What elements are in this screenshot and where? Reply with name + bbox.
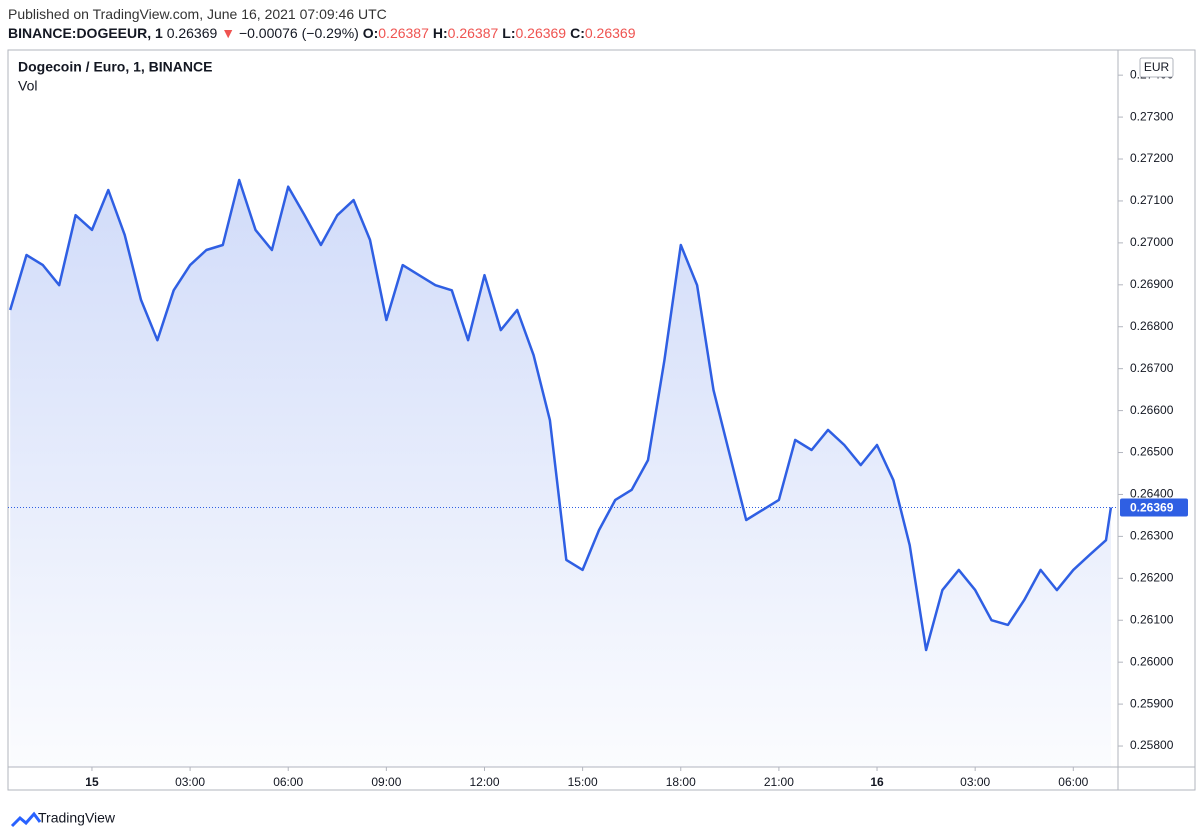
y-tick-label: 0.26200 (1130, 570, 1174, 584)
x-tick-label: 16 (870, 775, 884, 789)
y-tick-label: 0.26500 (1130, 445, 1174, 459)
last: 0.26369 (166, 25, 218, 41)
last-price-label: 0.26369 (1130, 501, 1174, 515)
ohlc: O:0.26387 H:0.26387 L:0.26369 C:0.26369 (363, 25, 640, 41)
price-line (9, 178, 1113, 652)
y-tick-label: 0.26100 (1130, 612, 1174, 626)
y-tick-label: 0.26900 (1130, 277, 1174, 291)
subtitle: Vol (18, 78, 37, 94)
ohlc-label: O: (362, 25, 379, 41)
x-tick-label: 03:00 (175, 775, 205, 789)
y-tick-label: 0.27000 (1130, 235, 1174, 249)
symbol: BINANCE:DOGEEUR, 1 (8, 25, 163, 41)
frame (7, 49, 1196, 791)
x-tick-label: 21:00 (764, 775, 794, 789)
x-tick-label: 12:00 (469, 775, 499, 789)
brand: TradingView (38, 810, 116, 826)
x-tick-label: 03:00 (960, 775, 990, 789)
y-tick-label: 0.25900 (1130, 696, 1174, 710)
ohlc-label: H: (432, 25, 448, 41)
change-arrow: ▼ (221, 25, 236, 41)
published: Published on TradingView.com, June 16, 2… (8, 6, 387, 22)
last-price-box (1120, 498, 1188, 517)
chart-title: Dogecoin / Euro, 1, BINANCE (18, 59, 212, 75)
logo (10, 811, 42, 828)
x-tick-label: 06:00 (273, 775, 303, 789)
y-tick-label: 0.26400 (1130, 487, 1174, 501)
y-tick-label: 0.26700 (1130, 361, 1174, 375)
y-tick-label: 0.27100 (1130, 193, 1174, 207)
ohlc-value: 0.26387 (447, 25, 499, 41)
y-tick-label: 0.26300 (1130, 529, 1174, 543)
ohlc-value: 0.26369 (584, 25, 636, 41)
ohlc-value: 0.26387 (378, 25, 429, 41)
y-tick-label: 0.27200 (1130, 151, 1174, 165)
ohlc-value: 0.26369 (515, 25, 567, 41)
y-tick-label: 0.26800 (1130, 319, 1174, 333)
x-tick-label: 18:00 (666, 775, 696, 789)
y-tick-label: 0.26600 (1130, 403, 1174, 417)
x-tick-label: 09:00 (371, 775, 401, 789)
footer: TradingView (10, 810, 116, 828)
ohlc-label: C: (570, 25, 585, 41)
change: −0.00076 (−0.29%) (238, 25, 359, 41)
currency-box (1139, 57, 1174, 78)
y-tick-label: 0.27300 (1130, 109, 1174, 123)
x-tick-label: 15 (85, 775, 99, 789)
area-fill (10, 180, 1111, 767)
y-tick-label: 0.26000 (1130, 654, 1174, 668)
x-tick-label: 06:00 (1058, 775, 1088, 789)
currency: EUR (1144, 60, 1170, 74)
y-tick-label: 0.25800 (1130, 738, 1174, 752)
ohlc-label: L: (502, 25, 516, 41)
symbol-line: BINANCE:DOGEEUR, 1 0.26369 ▼ −0.00076 (−… (8, 25, 639, 41)
x-tick-label: 15:00 (568, 775, 598, 789)
